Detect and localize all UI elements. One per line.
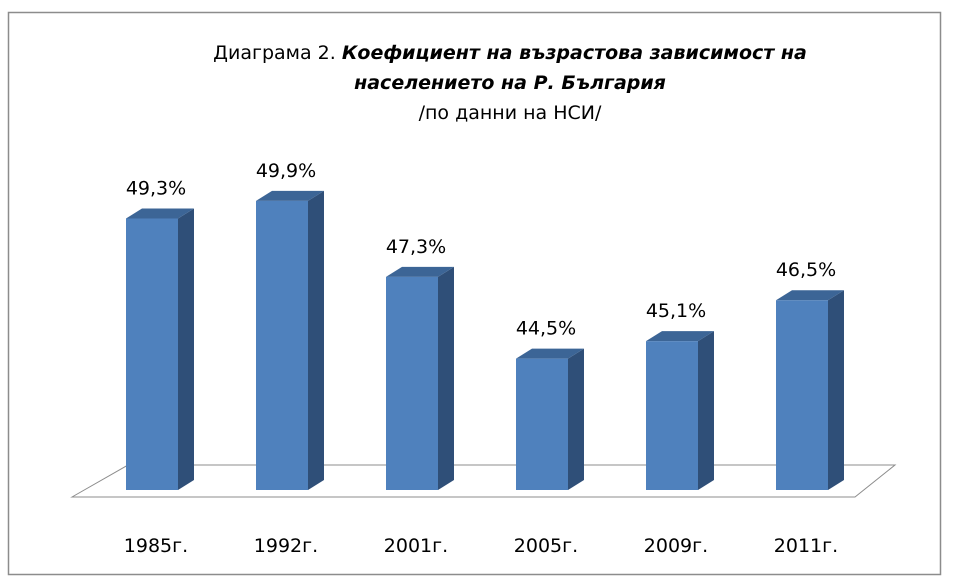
x-tick-label: 1985г. [124, 535, 188, 557]
bar-side [178, 208, 194, 490]
value-label: 46,5% [776, 259, 836, 281]
value-label: 49,3% [126, 177, 186, 199]
bar-side [828, 290, 844, 490]
x-tick-label: 2009г. [644, 535, 708, 557]
bar-front [646, 341, 698, 490]
value-label: 44,5% [516, 318, 576, 340]
bar [646, 331, 714, 490]
bar-front [126, 218, 178, 490]
bar-side [438, 266, 454, 490]
bar-side [568, 348, 584, 490]
bar [776, 290, 844, 490]
bar-front [516, 358, 568, 490]
title-block: Диаграма 2. Коефициент на възрастова зав… [165, 38, 855, 128]
bar-side [308, 190, 324, 491]
x-tick-label: 2011г. [774, 535, 838, 557]
x-tick-label: 2001г. [384, 535, 448, 557]
floor [70, 464, 897, 498]
bar-top [776, 290, 844, 301]
bar-top [386, 266, 454, 277]
bar [516, 348, 584, 490]
bar-top [516, 348, 584, 359]
chart-title-emphasis: Коефициент на възрастова зависимост на н… [341, 42, 807, 94]
bar-top [256, 190, 324, 201]
chart-title: Диаграма 2. [213, 42, 336, 64]
bar-front [256, 200, 308, 491]
value-label: 47,3% [386, 236, 446, 258]
bar [126, 208, 194, 490]
bar-top [126, 208, 194, 219]
x-tick-label: 1992г. [254, 535, 318, 557]
bar-front [386, 276, 438, 490]
bar [386, 266, 454, 490]
value-label: 49,9% [256, 160, 316, 182]
value-label: 45,1% [646, 300, 706, 322]
x-tick-label: 2005г. [514, 535, 578, 557]
chart-subtitle: /по данни на НСИ/ [418, 102, 602, 124]
bar-side [698, 331, 714, 490]
bar-top [646, 331, 714, 342]
bar [256, 190, 324, 491]
bar-front [776, 300, 828, 490]
